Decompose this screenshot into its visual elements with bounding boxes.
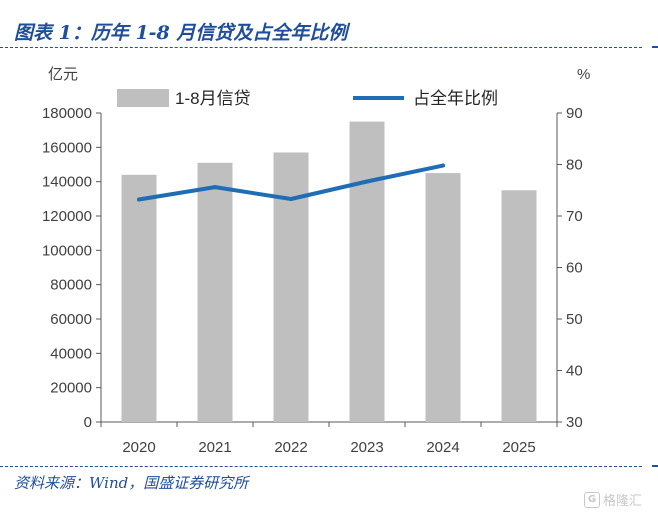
x-tick-label: 2020	[122, 439, 155, 456]
y-tick-label-right: 40	[566, 363, 583, 380]
bar	[501, 190, 537, 422]
y-tick-label-left: 60000	[50, 311, 92, 328]
y-tick-label-left: 0	[84, 414, 92, 431]
top-divider	[0, 47, 642, 48]
line-point	[289, 197, 293, 202]
y-tick-label-right: 50	[566, 311, 583, 328]
bottom-divider	[0, 466, 642, 467]
bar-series	[121, 121, 537, 422]
divider-end-mark	[652, 46, 658, 48]
y-tick-label-left: 120000	[42, 208, 92, 225]
bar	[425, 173, 461, 422]
y-axis-right-label: %	[577, 66, 590, 83]
y-tick-label-left: 140000	[42, 174, 92, 191]
y-tick-label-left: 20000	[50, 380, 92, 397]
y-tick-label-left: 160000	[42, 139, 92, 156]
divider-end-mark	[652, 465, 658, 467]
x-tick-label: 2025	[502, 439, 535, 456]
y-tick-label-left: 100000	[42, 242, 92, 259]
y-tick-label-left: 40000	[50, 345, 92, 362]
axes	[96, 112, 562, 427]
y-tick-label-right: 60	[566, 260, 583, 277]
y-tick-label-right: 30	[566, 414, 583, 431]
watermark-text: 格隆汇	[603, 494, 643, 509]
y-tick-label-right: 90	[566, 105, 583, 122]
x-tick-label: 2023	[350, 439, 383, 456]
bar	[349, 121, 385, 422]
line-point	[213, 185, 217, 190]
legend-swatch-bar	[117, 89, 169, 107]
bar	[273, 152, 309, 422]
y-axis-left-label: 亿元	[48, 66, 78, 83]
watermark: G 格隆汇	[584, 490, 642, 509]
legend-label-bar: 1-8月信贷	[175, 89, 251, 108]
chart: 0 20000 40000 60000 80000 100000 120000 140000 1…	[42, 66, 590, 456]
source-note: 资料来源：Wind，国盛证券研究所	[14, 474, 249, 492]
y-tick-label-right: 80	[566, 157, 583, 174]
figure-title: 图表 1：历年 1-8 月信贷及占全年比例	[14, 22, 348, 44]
legend: 1-8月信贷 占全年比例	[117, 89, 498, 108]
x-tick-label: 2021	[198, 439, 231, 456]
y-tick-label-left: 80000	[50, 277, 92, 294]
y-tick-label-right: 70	[566, 208, 583, 225]
y-tick-label-left: 180000	[42, 105, 92, 122]
x-tick-label: 2022	[274, 439, 307, 456]
line-point	[137, 197, 141, 202]
x-tick-label: 2024	[426, 439, 459, 456]
watermark-logo-icon: G	[584, 491, 600, 508]
line-point	[441, 163, 445, 168]
line-series	[137, 163, 445, 202]
bar	[121, 174, 157, 422]
line-point	[365, 179, 369, 184]
legend-label-line: 占全年比例	[413, 89, 498, 108]
tick-labels: 0 20000 40000 60000 80000 100000 120000 140000 1…	[42, 66, 590, 456]
bar	[197, 162, 233, 422]
